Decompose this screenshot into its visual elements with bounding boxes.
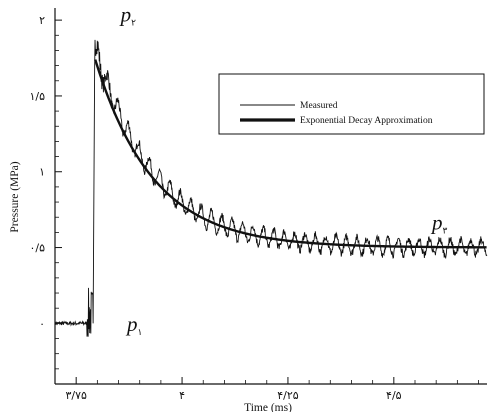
y-tick-label: ۱/۵	[29, 90, 45, 103]
y-axis-title: Pressure (MPa)	[9, 161, 21, 232]
annotation-p2-subscript: ۲	[131, 19, 136, 29]
legend-box	[218, 73, 485, 135]
annotation-p3-subscript: ۳	[442, 226, 447, 236]
x-axis-title: Time (ms)	[244, 402, 292, 412]
y-tick-label: ۰	[39, 317, 45, 330]
x-tick-label: ۴/۲۵	[277, 389, 299, 402]
x-tick-label: ۳/۷۵	[65, 389, 87, 402]
annotation-p1-subscript: ۱	[138, 328, 143, 338]
y-tick-label: ۲	[39, 14, 45, 27]
annotation-p3-base: p	[430, 210, 443, 234]
series-exponential-decay-line	[94, 59, 487, 249]
annotation-p1: p۱	[125, 312, 142, 338]
x-tick-label: ۴	[179, 389, 185, 402]
legend: Measured Exponential Decay Approximation	[218, 73, 485, 135]
annotation-p2: p۲	[119, 3, 137, 29]
y-tick-label: ۰/۵	[29, 242, 45, 255]
annotation-p2-base: p	[119, 3, 132, 27]
y-tick-label: ۱	[39, 166, 45, 179]
legend-label-exponential-decay: Exponential Decay Approximation	[300, 116, 433, 126]
annotation-p3: p۳	[430, 210, 448, 236]
x-tick-label: ۴/۵	[386, 389, 402, 402]
legend-label-measured: Measured	[300, 101, 338, 111]
annotation-p1-base: p	[125, 312, 138, 336]
